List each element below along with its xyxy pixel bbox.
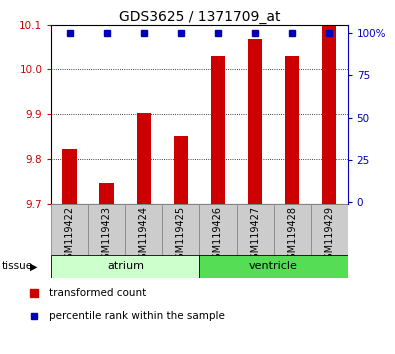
Bar xyxy=(137,113,151,204)
Bar xyxy=(322,26,337,204)
Title: GDS3625 / 1371709_at: GDS3625 / 1371709_at xyxy=(119,10,280,24)
Bar xyxy=(285,56,299,204)
Bar xyxy=(310,204,348,255)
Text: GSM119422: GSM119422 xyxy=(65,206,75,265)
Bar xyxy=(62,149,77,204)
Bar xyxy=(199,204,237,255)
Bar xyxy=(51,255,199,278)
Text: GSM119428: GSM119428 xyxy=(287,206,297,264)
Text: GSM119425: GSM119425 xyxy=(176,206,186,265)
Bar xyxy=(126,204,162,255)
Bar xyxy=(199,255,348,278)
Text: percentile rank within the sample: percentile rank within the sample xyxy=(49,310,225,321)
Bar xyxy=(162,204,199,255)
Bar xyxy=(173,136,188,204)
Bar xyxy=(274,204,310,255)
Text: GSM119423: GSM119423 xyxy=(102,206,112,264)
Text: transformed count: transformed count xyxy=(49,287,146,298)
Bar xyxy=(237,204,274,255)
Bar xyxy=(100,183,114,204)
Text: tissue: tissue xyxy=(2,261,33,272)
Text: GSM119427: GSM119427 xyxy=(250,206,260,265)
Text: GSM119429: GSM119429 xyxy=(324,206,334,264)
Text: ventricle: ventricle xyxy=(249,261,298,272)
Bar xyxy=(51,204,88,255)
Text: GSM119426: GSM119426 xyxy=(213,206,223,264)
Text: ▶: ▶ xyxy=(30,261,37,272)
Text: atrium: atrium xyxy=(107,261,144,272)
Bar xyxy=(88,204,126,255)
Bar xyxy=(211,56,226,204)
Text: GSM119424: GSM119424 xyxy=(139,206,149,264)
Bar xyxy=(248,39,262,204)
